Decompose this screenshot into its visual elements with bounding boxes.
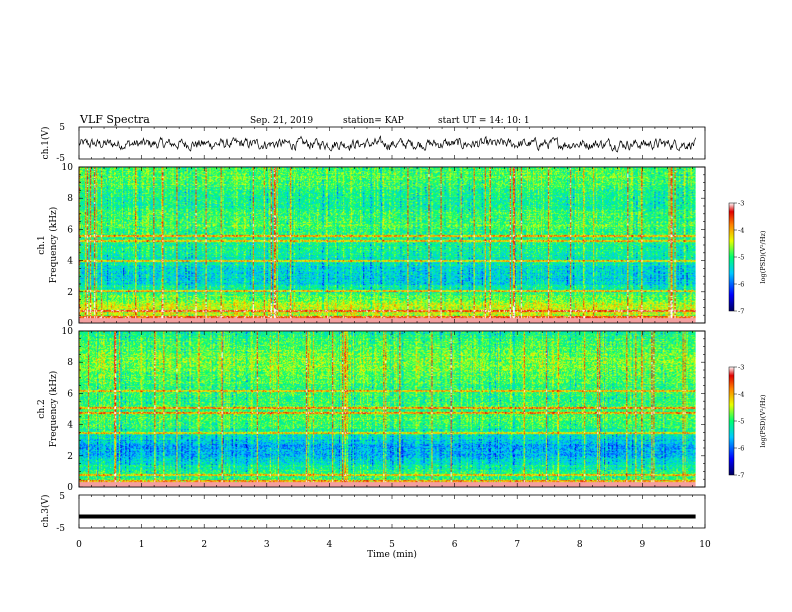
colorbar-tick-label: -3 — [738, 200, 744, 208]
colorbar-tick-label: -7 — [738, 308, 744, 316]
x-axis-label: Time (min) — [367, 549, 417, 560]
ch1-spec-ylabel-channel: ch.1 — [37, 235, 47, 254]
frequency-tick-label: 6 — [67, 225, 73, 235]
colorbar-tick-label: -6 — [738, 445, 744, 453]
ch1-ytick-bottom: -5 — [56, 154, 65, 164]
x-tick-label: 1 — [139, 540, 145, 550]
ch1-colorbar-gradient — [728, 202, 735, 312]
colorbar-tick-label: -7 — [738, 472, 744, 480]
frequency-tick-label: 4 — [67, 421, 73, 431]
x-tick-label: 10 — [699, 540, 711, 550]
date-label: Sep. 21, 2019 — [250, 116, 313, 126]
figure-title: VLF Spectra — [79, 113, 150, 126]
ch3-ytick-bottom: -5 — [56, 524, 65, 534]
ch2-colorbar: -3 -4 -5 -6 -7 log(PSD)(V²/Hz) — [728, 364, 767, 480]
ch1-ytick-top: 5 — [59, 123, 65, 133]
ch1-ylabel: ch.1(V) — [40, 127, 51, 160]
ch1-waveform-panel: 5 -5 ch.1(V) — [40, 123, 706, 164]
x-tick-label: 0 — [76, 540, 82, 550]
ch3-waveform-line — [79, 514, 696, 519]
x-tick-label: 7 — [514, 540, 520, 550]
ch1-colorbar: -3 -4 -5 -6 -7 log(PSD)(V²/Hz) — [728, 200, 767, 316]
ch3-ylabel: ch.3(V) — [40, 495, 51, 528]
colorbar-tick-label: -5 — [738, 418, 744, 426]
ch2-spectrogram-image — [79, 331, 696, 487]
ch2-spec-ylabel-channel: ch.2 — [37, 399, 47, 418]
colorbar-tick-label: -5 — [738, 254, 744, 262]
x-tick-label: 3 — [264, 540, 270, 550]
ch1-spec-ylabel-frequency: Frequency (kHz) — [48, 207, 59, 284]
station-label: station= KAP — [343, 116, 404, 126]
ch1-waveform-frame — [78, 126, 706, 160]
colorbar-tick-label: -4 — [738, 391, 744, 399]
ch2-spec-ylabel-frequency: Frequency (kHz) — [48, 371, 59, 448]
frequency-tick-label: 0 — [67, 483, 73, 493]
x-tick-label: 4 — [327, 540, 333, 550]
ch3-waveform-frame — [78, 494, 706, 529]
x-tick-label: 2 — [201, 540, 207, 550]
ch1-spectrogram-image — [79, 167, 696, 323]
start-time-label: start UT = 14: 10: 1 — [438, 116, 530, 126]
frequency-tick-label: 2 — [67, 452, 73, 462]
x-tick-label: 5 — [389, 540, 395, 550]
ch2-colorbar-gradient — [728, 366, 735, 476]
ch2-spectrogram-panel: 0 2 4 6 8 10 ch.2 Frequency (kHz) — [37, 327, 706, 493]
frequency-tick-label: 8 — [67, 194, 73, 204]
x-tick-label: 9 — [640, 540, 646, 550]
ch1-spectrogram-panel: 0 2 4 6 8 10 ch.1 Frequency (kHz) — [37, 163, 706, 329]
frequency-tick-label: 8 — [67, 358, 73, 368]
x-tick-label: 8 — [577, 540, 583, 550]
frequency-tick-label: 6 — [67, 389, 73, 399]
frequency-tick-label: 2 — [67, 288, 73, 298]
ch3-ytick-top: 5 — [59, 492, 65, 502]
ch1-colorbar-label: log(PSD)(V²/Hz) — [759, 230, 767, 283]
colorbar-tick-label: -3 — [738, 364, 744, 372]
ch3-waveform-panel: 5 -5 ch.3(V) — [40, 492, 706, 534]
ch2-colorbar-label: log(PSD)(V²/Hz) — [759, 394, 767, 447]
colorbar-tick-label: -6 — [738, 281, 744, 289]
frequency-tick-label: 10 — [62, 327, 74, 337]
x-tick-label: 6 — [452, 540, 458, 550]
frequency-tick-label: 10 — [62, 163, 74, 173]
colorbar-tick-label: -4 — [738, 227, 744, 235]
frequency-tick-label: 0 — [67, 319, 73, 329]
frequency-tick-label: 4 — [67, 257, 73, 267]
ch1-waveform-line — [78, 135, 696, 153]
